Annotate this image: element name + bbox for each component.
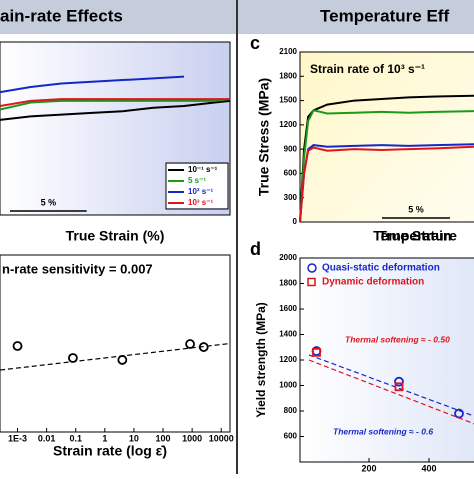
x-axis-label: True Strain (%) [66,228,165,244]
y-tick-label: 1600 [279,304,297,313]
legend-marker [307,263,317,273]
point [12,341,23,351]
line [0,98,230,107]
y-tick-label: 1800 [279,279,297,288]
x-tick-label: 1E-3 [8,433,27,443]
y-tick-label: 600 [284,432,298,441]
scale-bar-label: 5 % [41,197,57,207]
legend-label: Dynamic deformation [322,277,424,288]
x-tick-label: 10000 [209,433,234,443]
point [68,353,78,363]
point [394,376,404,387]
legend-label: 10³ s⁻¹ [188,198,213,207]
legend-box [166,175,228,186]
point [312,347,321,357]
legend-box [166,186,228,197]
y-tick-label: 1000 [279,381,297,390]
y-tick-label: 300 [284,193,298,202]
point [198,342,209,352]
y-tick-label: 600 [284,169,298,178]
line [299,145,474,223]
legend-box [166,164,228,175]
y-tick-label: 900 [284,144,298,153]
fit-line [308,354,474,417]
x-tick-label: 0.01 [38,433,56,443]
y-axis-label: True Stress (MPa) [256,78,272,196]
header-left: ain-rate Effects [0,6,123,25]
annotation: n-rate sensitivity = 0.007 [2,261,153,276]
annotation: Thermal softening ≈ - 0.6 [333,426,433,436]
y-tick-label: 1500 [279,96,297,105]
x-tick-label: 10 [129,433,139,443]
x-axis-label: Temperature [373,228,457,244]
point [394,382,404,392]
panel-c-frame [299,51,474,223]
y-tick-label: 1200 [279,120,297,129]
point [185,339,195,349]
legend-frame [165,162,229,210]
header-right: Temperature Eff [320,6,449,25]
x-tick-label: 1000 [182,433,202,443]
fit-line [308,359,474,425]
line [299,109,474,223]
x-tick-label: 200 [361,463,376,473]
legend-label: 10² s⁻¹ [188,187,213,196]
x-tick-label: 100 [156,433,171,443]
x-axis-label: Strain rate (log ε̇) [53,443,167,459]
legend-label: 10⁻¹ s⁻¹ [188,165,218,174]
x-tick-label: 0.1 [69,433,82,443]
y-tick-label: 800 [284,406,298,415]
y-tick-label: 1800 [279,71,297,80]
line [0,99,231,121]
y-tick-label: 0 [293,217,298,226]
y-tick-label: 1200 [279,355,297,364]
line [0,75,185,94]
panel-label: d [250,239,261,259]
x-tick-label: 1 [102,433,107,443]
annotation: Thermal softening ≈ - 0.50 [345,334,450,344]
annotation: Strain rate of 10³ s⁻¹ [310,62,425,76]
y-tick-label: 2100 [279,47,297,56]
y-tick-label: 2000 [279,253,297,262]
x-tick-label: 400 [421,463,436,473]
y-axis-label: Yield strength (MPa) [254,302,268,418]
panel-label: c [250,33,260,53]
legend-marker [307,277,316,287]
scale-bar-label: 5 % [408,204,424,214]
legend-box [166,197,228,208]
legend-label: 5 s⁻¹ [188,176,206,185]
point [117,355,128,365]
legend-label: Quasi-static deformation [322,263,440,274]
line [0,98,231,111]
x-axis-label: True Strain [378,228,451,244]
panel-b-frame [0,254,231,433]
y-tick-label: 1400 [279,330,297,339]
